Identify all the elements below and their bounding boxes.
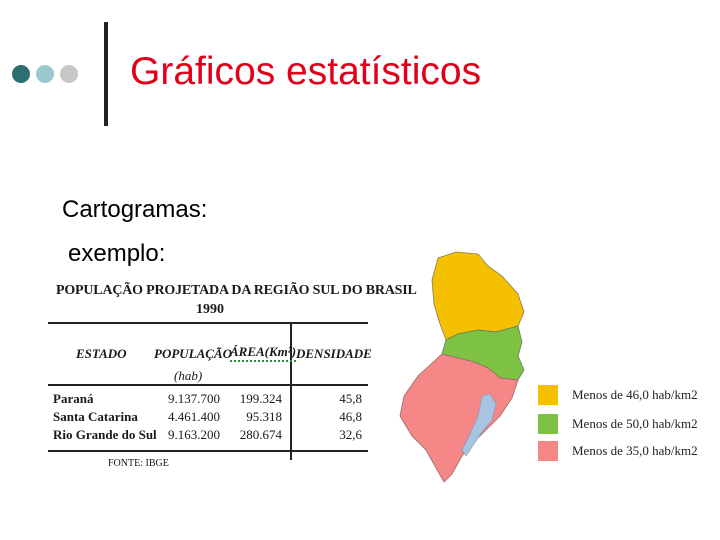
row-area-1: 199.324	[239, 391, 282, 406]
legend-label-3: Menos de 35,0 hab/km2	[572, 443, 698, 458]
south-brazil-choropleth-map	[399, 251, 525, 483]
legend-item-3: Menos de 35,0 hab/km2	[538, 441, 698, 461]
table-source: FONTE: IBGE	[108, 458, 169, 469]
legend-swatch-3	[538, 441, 558, 461]
legend-label-1: Menos de 46,0 hab/km2	[572, 387, 698, 402]
bullet-dot-3	[60, 65, 78, 83]
table-title: POPULAÇÃO PROJETADA DA REGIÃO SUL DO BRA…	[56, 283, 417, 298]
row-pop-1: 9.137.700	[168, 391, 220, 406]
example-label: exemplo:	[68, 240, 166, 267]
header-populacao: POPULAÇÃO	[154, 346, 232, 361]
table-rule-top	[48, 322, 368, 324]
legend-label-2: Menos de 50,0 hab/km2	[572, 416, 698, 431]
legend-swatch-2	[538, 414, 558, 434]
population-unit: (hab)	[174, 368, 203, 383]
table-rule-bottom	[48, 450, 368, 452]
table-year: 1990	[196, 302, 224, 317]
row-pop-2: 4.461.400	[168, 409, 220, 424]
title-divider	[104, 22, 108, 126]
row-dens-2: 46,8	[339, 409, 362, 424]
legend-item-1: Menos de 46,0 hab/km2	[538, 385, 698, 405]
legend-swatch-1	[538, 385, 558, 405]
slide-bullet-dots	[12, 65, 78, 83]
row-dens-1: 45,8	[339, 391, 362, 406]
row-name-1: Paraná	[53, 391, 94, 406]
legend-item-2: Menos de 50,0 hab/km2	[538, 414, 698, 434]
population-table: POPULAÇÃO PROJETADA DA REGIÃO SUL DO BRA…	[48, 280, 417, 470]
table-rule-header	[48, 384, 368, 386]
bullet-dot-2	[36, 65, 54, 83]
row-pop-3: 9.163.200	[168, 427, 220, 442]
section-heading: Cartogramas:	[62, 196, 208, 223]
bullet-dot-1	[12, 65, 30, 83]
header-area: ÁREA(Km²)	[230, 344, 297, 362]
map-region-parana	[431, 251, 525, 341]
slide-title: Gráficos estatísticos	[130, 50, 482, 93]
header-estado: ESTADO	[76, 346, 127, 361]
row-area-3: 280.674	[239, 427, 282, 442]
row-name-3: Rio Grande do Sul	[53, 427, 157, 442]
row-name-2: Santa Catarina	[53, 409, 138, 424]
map-lagoon	[461, 393, 497, 457]
table-col-divider	[290, 324, 292, 460]
header-densidade: DENSIDADE	[296, 346, 372, 361]
row-dens-3: 32,6	[339, 427, 362, 442]
row-area-2: 95.318	[246, 409, 282, 424]
